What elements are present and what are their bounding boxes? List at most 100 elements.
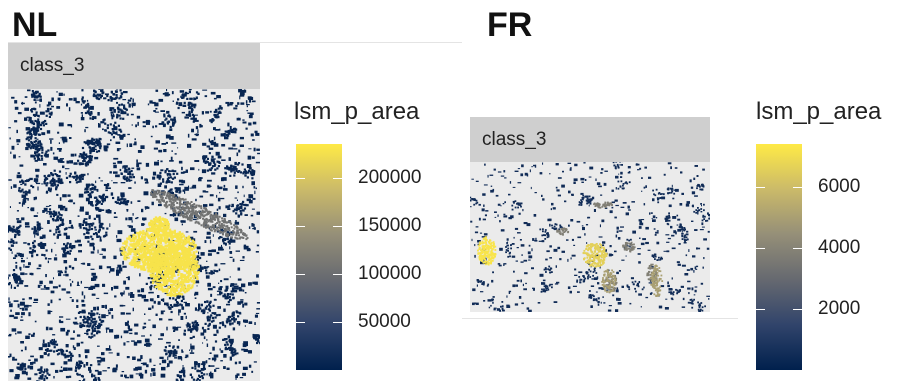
patch-cell xyxy=(170,203,173,206)
patch-cell xyxy=(191,204,194,206)
patch-cell xyxy=(214,369,217,372)
patch-cell xyxy=(11,239,14,243)
patch-cell xyxy=(8,274,11,277)
patch-cell xyxy=(236,199,238,201)
patch-cell xyxy=(81,304,86,307)
patch-cell xyxy=(14,235,17,239)
patch-cell xyxy=(157,295,160,298)
patch-cell xyxy=(250,173,253,176)
patch-cell xyxy=(155,282,158,285)
patch-cell xyxy=(81,96,84,99)
patch-cell xyxy=(36,138,39,140)
patch-cell xyxy=(137,252,140,255)
patch-cell xyxy=(229,102,234,104)
patch-cell xyxy=(187,246,191,249)
patch-cell xyxy=(203,215,206,218)
patch-cell xyxy=(78,355,81,358)
patch-cell xyxy=(176,250,179,253)
patch-cell xyxy=(37,144,40,147)
patch-cell xyxy=(148,307,152,310)
patch-cell xyxy=(226,237,229,241)
patch-cell xyxy=(186,322,190,327)
patch-cell xyxy=(198,210,201,213)
patch-cell xyxy=(212,286,216,289)
patch-cell xyxy=(28,297,32,300)
patch-cell xyxy=(50,290,55,294)
patch-cell xyxy=(45,287,50,290)
patch-cell xyxy=(44,348,48,352)
patch-cell xyxy=(95,140,98,144)
patch-cell xyxy=(36,123,38,128)
patch-cell xyxy=(96,332,99,335)
patch-cell xyxy=(134,246,137,249)
patch-cell xyxy=(151,193,154,196)
patch-cell xyxy=(189,287,193,290)
patch-cell xyxy=(195,282,200,284)
patch-cell xyxy=(209,352,212,354)
patch-cell xyxy=(216,95,221,99)
patch-cell xyxy=(181,197,184,200)
patch-cell xyxy=(121,251,124,254)
patch-cell xyxy=(145,206,150,209)
patch-cell xyxy=(121,248,124,251)
patch-cell xyxy=(217,165,220,168)
patch-cell xyxy=(215,270,217,272)
patch-cell xyxy=(255,187,257,190)
patch-cell xyxy=(180,275,184,278)
patch-cell xyxy=(230,103,233,106)
patch-cell xyxy=(159,234,162,237)
patch-cell xyxy=(61,223,64,226)
patch-cell xyxy=(243,244,247,248)
patch-cell xyxy=(214,229,217,231)
patch-cell xyxy=(80,280,82,284)
patch-cell xyxy=(38,140,41,143)
patch-cell xyxy=(37,124,42,126)
patch-cell xyxy=(177,236,180,239)
patch-cell xyxy=(195,96,198,100)
patch-cell xyxy=(98,123,100,125)
patch-cell xyxy=(185,203,188,205)
patch-cell xyxy=(190,167,195,171)
patch-cell xyxy=(213,216,216,219)
patch-cell xyxy=(121,201,124,204)
patch-cell xyxy=(167,306,170,309)
patch-cell xyxy=(127,248,130,251)
patch-cell xyxy=(19,281,22,284)
patch-cell xyxy=(164,236,167,239)
patch-cell xyxy=(184,291,187,294)
patch-cell xyxy=(134,138,136,141)
patch-cell xyxy=(131,340,135,342)
patch-cell xyxy=(220,248,224,251)
patch-cell xyxy=(98,89,101,90)
patch-cell xyxy=(128,170,131,174)
patch-cell xyxy=(40,243,43,246)
patch-cell xyxy=(185,280,188,283)
patch-cell xyxy=(101,92,104,95)
patch-cell xyxy=(48,101,52,106)
patch-cell xyxy=(186,97,189,100)
patch-cell xyxy=(164,256,167,259)
patch-cell xyxy=(180,213,182,216)
patch-cell xyxy=(32,361,36,364)
patch-cell xyxy=(170,191,173,194)
patch-cell xyxy=(190,330,193,333)
patch-cell xyxy=(174,120,177,123)
patch-cell xyxy=(33,178,39,182)
patch-cell xyxy=(232,290,238,293)
patch-cell xyxy=(229,126,232,130)
patch-cell xyxy=(97,377,100,380)
patch-cell xyxy=(209,306,212,309)
patch-cell xyxy=(78,250,82,253)
patch-cell xyxy=(34,101,37,104)
patch-cell xyxy=(85,155,88,158)
patch-cell xyxy=(181,207,184,210)
patch-cell xyxy=(141,223,145,226)
patch-cell xyxy=(117,110,120,114)
patch-cell xyxy=(169,176,172,179)
patch-cell xyxy=(85,227,88,230)
patch-cell xyxy=(59,369,63,373)
patch-cell xyxy=(146,342,151,347)
patch-cell xyxy=(88,106,90,110)
patch-cell xyxy=(93,313,96,316)
patch-cell xyxy=(240,213,243,216)
